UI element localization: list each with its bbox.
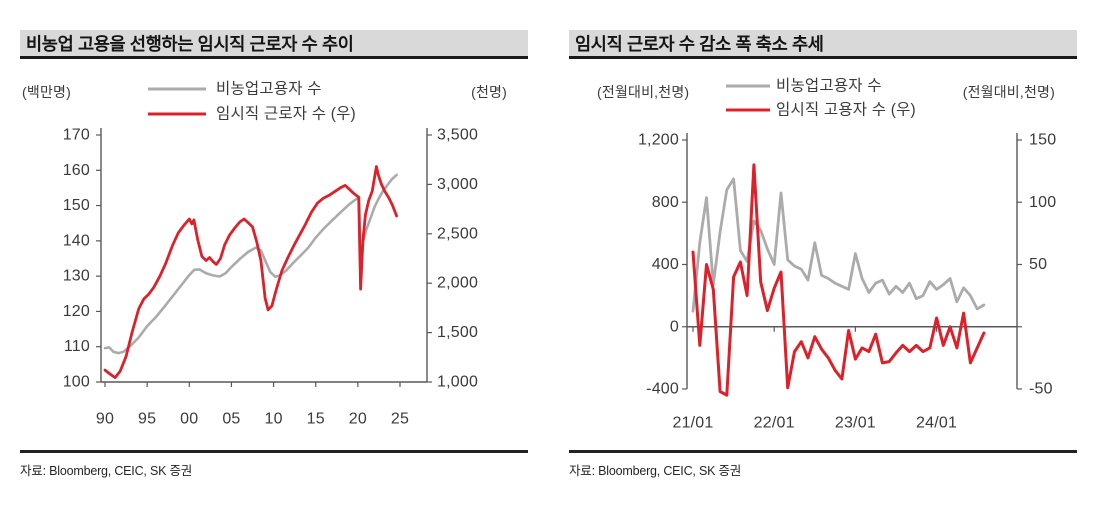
x-axis-tick-label: 00 — [180, 411, 198, 428]
chart-title-right: 임시직 근로자 수 감소 폭 축소 추세 — [569, 30, 1077, 59]
x-axis-tick-label: 20 — [349, 411, 367, 428]
left-axis-tick-label: 400 — [652, 256, 679, 273]
legend-label: 비농업고용자 수 — [776, 77, 882, 95]
right-axis-unit-label: (전월대비,천명) — [963, 84, 1055, 100]
panel-divider — [569, 450, 1077, 453]
left-axis-tick-label: 170 — [63, 127, 90, 144]
x-axis-tick-label: 10 — [264, 411, 282, 428]
legend-label: 임시직 고용자 수 (우) — [776, 101, 916, 119]
right-axis-tick-label: 1,000 — [437, 374, 478, 391]
right-axis-unit-label: (천명) — [471, 84, 507, 100]
right-axis-tick-label: 3,000 — [437, 176, 478, 193]
x-axis-tick-label: 23/01 — [835, 415, 876, 432]
series-line-nonfarm-payrolls — [691, 177, 986, 313]
left-axis-tick-label: 140 — [63, 232, 90, 249]
chart-title-left: 비농업 고용을 선행하는 임시직 근로자 수 추이 — [20, 30, 528, 59]
x-axis-tick-label: 21/01 — [672, 415, 713, 432]
left-axis-tick-label: 0 — [670, 318, 679, 335]
legend-label: 임시직 근로자 수 (우) — [216, 105, 356, 123]
right-axis-tick-label: 1,500 — [437, 324, 478, 341]
right-axis-tick-label: 150 — [1029, 132, 1056, 149]
right-axis-tick-label: -50 — [1029, 381, 1053, 398]
right-axis-tick-label: 2,000 — [437, 275, 478, 292]
series-line-temp-workers — [103, 165, 399, 380]
series-line-temp-workers — [691, 163, 986, 397]
panel-divider — [20, 450, 528, 453]
legend-label: 비농업고용자 수 — [216, 80, 322, 98]
x-axis-tick-label: 25 — [391, 411, 409, 428]
x-axis-tick-label: 15 — [307, 411, 325, 428]
left-axis-tick-label: 120 — [63, 303, 90, 320]
x-axis-tick-label: 90 — [96, 411, 114, 428]
source-note-left: 자료: Bloomberg, CEIC, SK 증권 — [20, 464, 193, 478]
x-axis-tick-label: 05 — [222, 411, 240, 428]
right-axis-tick-label: 100 — [1029, 194, 1056, 211]
left-axis-unit-label: (전월대비,천명) — [597, 84, 689, 100]
left-axis-tick-label: 110 — [64, 338, 90, 355]
x-axis-tick-label: 24/01 — [916, 415, 957, 432]
series-line-nonfarm-payrolls — [103, 173, 398, 355]
left-axis-tick-label: 1,200 — [638, 132, 679, 149]
left-axis-tick-label: 160 — [63, 162, 90, 179]
left-axis-unit-label: (백만명) — [22, 84, 71, 100]
right-axis-tick-label: 50 — [1029, 256, 1047, 273]
left-axis-tick-label: 100 — [63, 374, 90, 391]
left-axis-tick-label: 150 — [63, 197, 90, 214]
x-axis-tick-label: 95 — [138, 411, 156, 428]
x-axis-tick-label: 22/01 — [754, 415, 795, 432]
source-note-right: 자료: Bloomberg, CEIC, SK 증권 — [569, 464, 742, 478]
left-axis-tick-label: -400 — [646, 381, 679, 398]
left-axis-tick-label: 130 — [63, 268, 90, 285]
right-axis-tick-label: 3,500 — [437, 127, 478, 144]
left-axis-tick-label: 800 — [652, 194, 679, 211]
right-axis-tick-label: 2,500 — [437, 225, 478, 242]
